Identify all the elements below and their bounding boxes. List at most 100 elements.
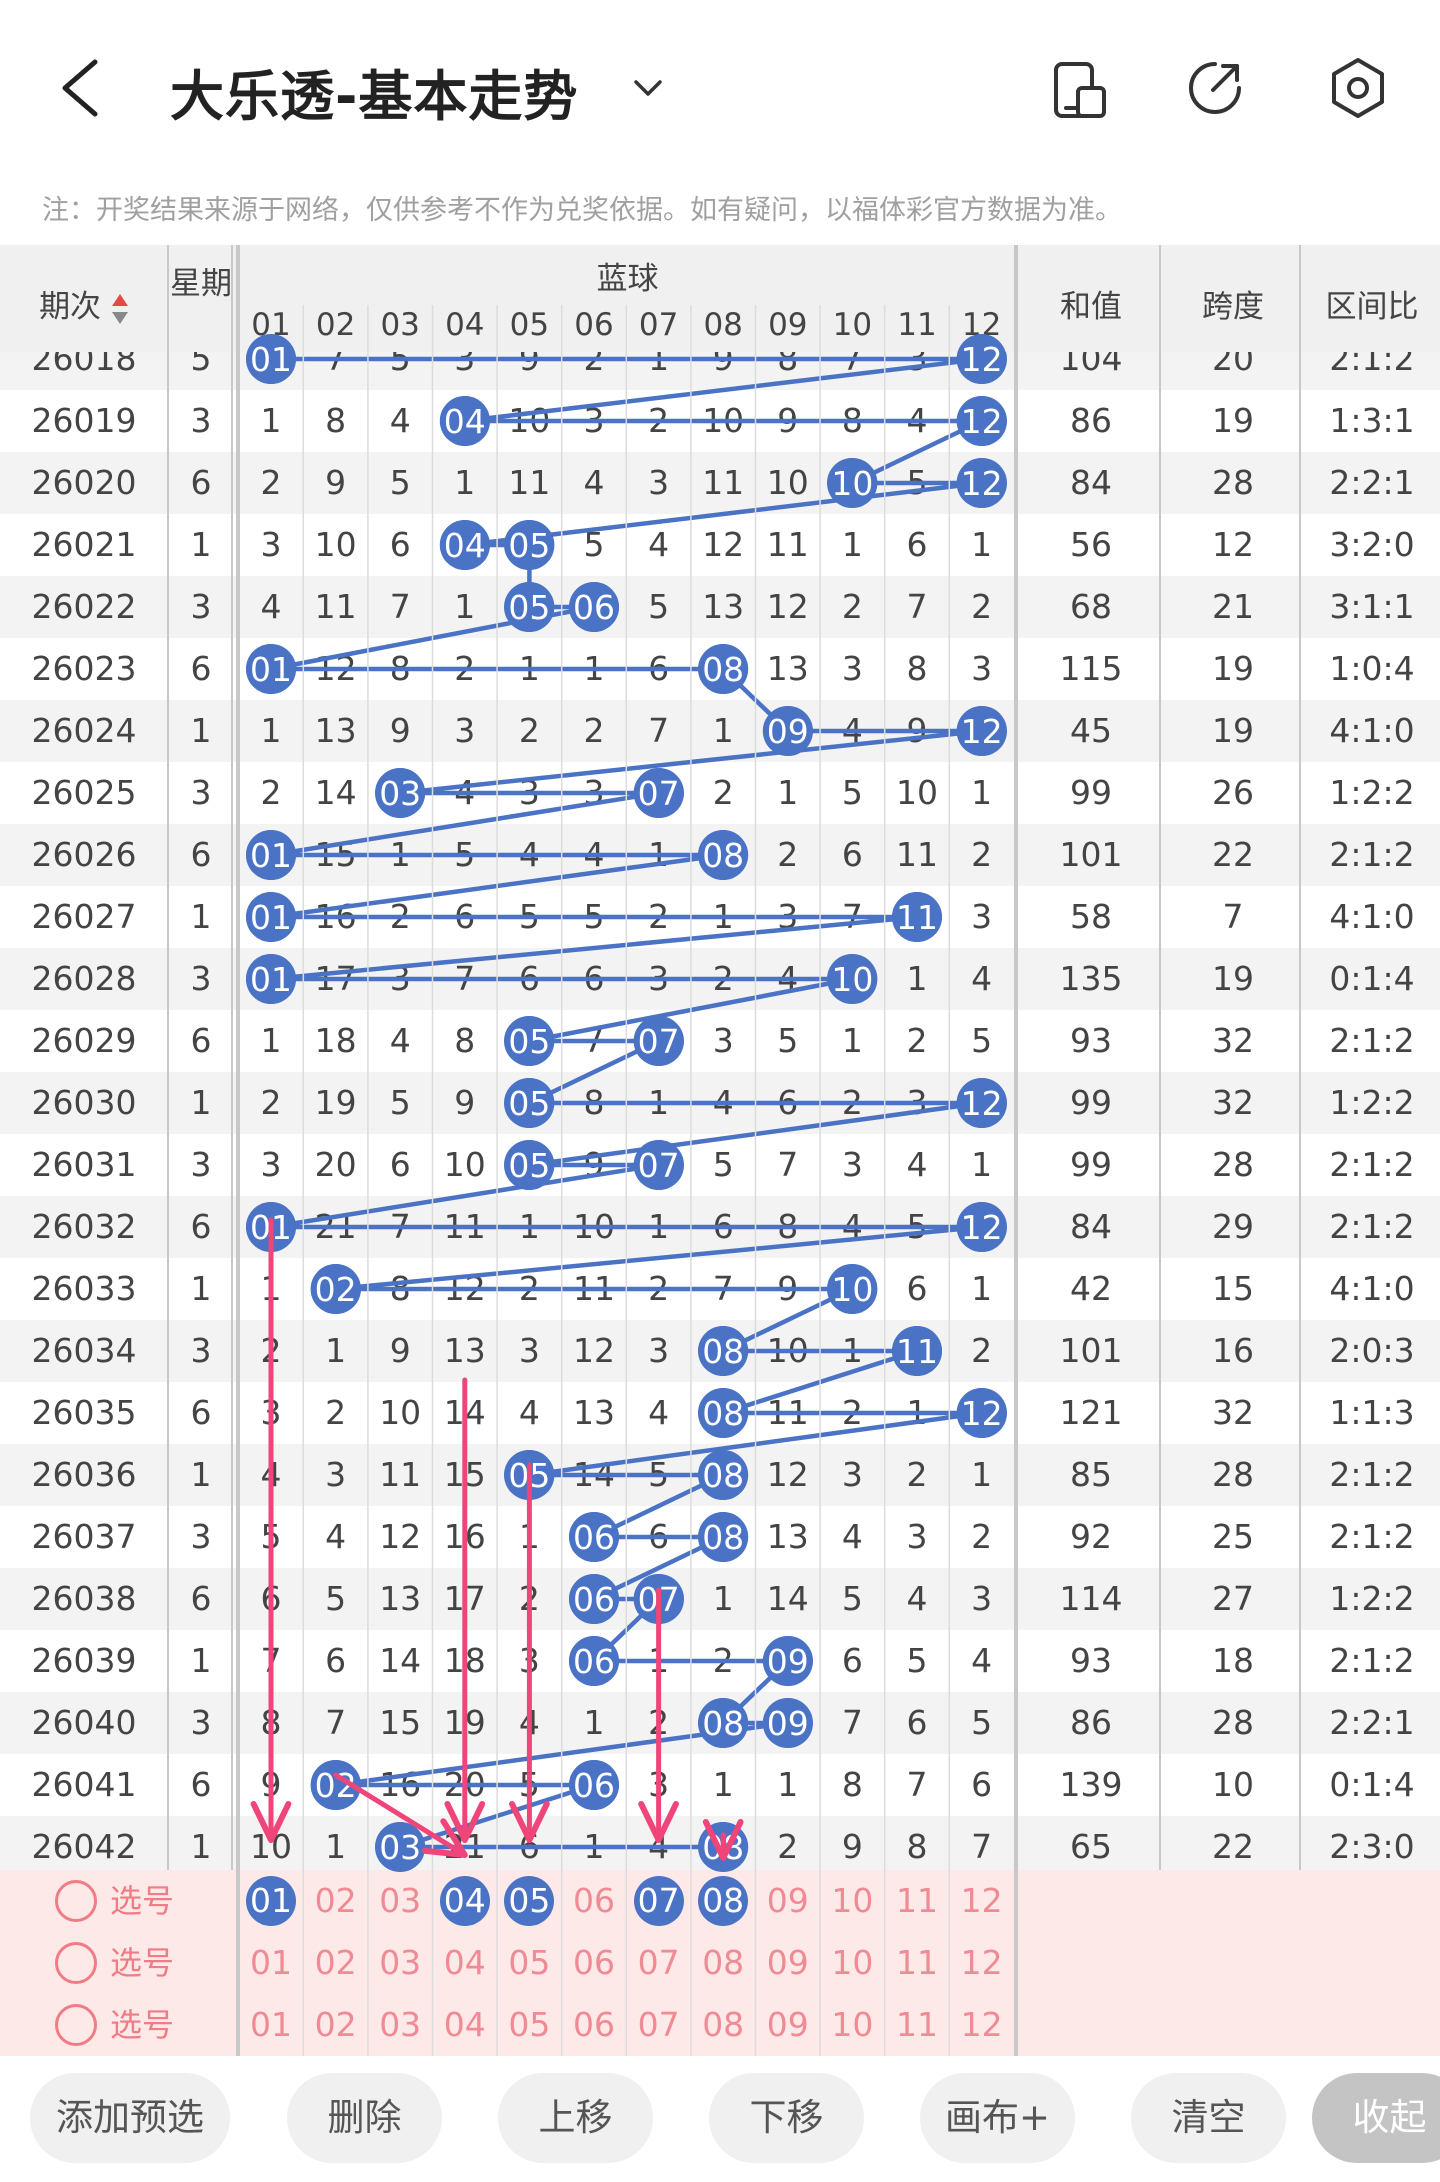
omission-cell: 3 [325, 1455, 347, 1494]
back-arrow-icon[interactable] [55, 58, 105, 118]
sum-cell: 92 [1070, 1517, 1112, 1556]
select-number[interactable]: 06 [562, 1870, 626, 1932]
select-number[interactable]: 07 [627, 1932, 691, 1994]
chevron-down-icon[interactable] [630, 70, 666, 106]
table-row: 26030 1 2 19 5 9 05 8 1 4 6 2 3 12 99 32 1:2:2 [0, 1072, 1440, 1134]
select-number[interactable]: 11 [885, 1870, 949, 1932]
ball-number: 12 [960, 1207, 1003, 1246]
select-number[interactable]: 07 [627, 1994, 691, 2056]
span-cell: 22 [1212, 835, 1254, 874]
select-number[interactable]: 01 [239, 1932, 303, 1994]
select-number[interactable]: 05 [497, 1994, 561, 2056]
issue-column-header[interactable]: 期次 [0, 281, 168, 326]
omission-cell: 1 [648, 1641, 670, 1680]
move-down-button[interactable]: 下移 [709, 2073, 864, 2163]
select-number[interactable]: 04 [433, 1994, 497, 2056]
select-number[interactable]: 09 [756, 1932, 820, 1994]
select-number[interactable]: 05 [497, 1932, 561, 1994]
select-number[interactable]: 03 [368, 1994, 432, 2056]
select-number[interactable]: 11 [885, 1932, 949, 1994]
select-number[interactable]: 01 [239, 1870, 303, 1932]
select-number[interactable]: 12 [950, 1932, 1014, 1994]
omission-cell: 3 [648, 1331, 670, 1370]
blue-ball-cell: 12 [950, 1072, 1014, 1134]
omission-cell: 1 [971, 1269, 993, 1308]
omission-cell: 16 [379, 1765, 422, 1804]
omission-cell: 4 [260, 1455, 282, 1494]
span-cell: 32 [1212, 1083, 1254, 1122]
phone-layout-icon[interactable] [1050, 60, 1110, 120]
select-number[interactable]: 02 [304, 1994, 368, 2056]
blue-ball-cell: 06 [562, 1754, 626, 1816]
clear-button[interactable]: 清空 [1131, 2073, 1286, 2163]
span-cell: 10 [1212, 1765, 1254, 1804]
collapse-button[interactable]: 收起 [1312, 2073, 1440, 2163]
omission-cell: 3 [260, 1145, 282, 1184]
sum-cell: 86 [1070, 401, 1112, 440]
select-radio[interactable] [55, 1880, 97, 1922]
omission-cell: 1 [971, 1455, 993, 1494]
ball-number: 01 [250, 897, 292, 936]
select-number[interactable]: 09 [756, 1994, 820, 2056]
select-number-label: 05 [508, 2005, 551, 2044]
select-number[interactable]: 02 [304, 1870, 368, 1932]
omission-cell: 5 [454, 835, 476, 874]
select-number[interactable]: 05 [497, 1870, 561, 1932]
number-column-header: 04 [445, 307, 485, 343]
select-number[interactable]: 08 [691, 1932, 755, 1994]
ratio-cell: 2:1:2 [1329, 352, 1415, 378]
issue-cell: 26037 [31, 1517, 137, 1556]
omission-cell: 1 [325, 1331, 347, 1370]
select-number[interactable]: 11 [885, 1994, 949, 2056]
table-row: 26023 6 01 12 8 2 1 1 6 08 13 3 8 3 115 19 1:0:4 [0, 638, 1440, 700]
omission-cell: 6 [841, 835, 863, 874]
table-row: 26036 1 4 3 11 15 05 14 5 08 12 3 2 1 85 28 2:1:2 [0, 1444, 1440, 1506]
select-radio[interactable] [55, 1942, 97, 1984]
add-preselect-button[interactable]: 添加预选 [30, 2073, 230, 2163]
canvas-plus-button[interactable]: 画布+ [920, 2073, 1075, 2163]
select-number[interactable]: 04 [433, 1932, 497, 1994]
select-number[interactable]: 10 [820, 1870, 884, 1932]
select-number[interactable]: 01 [239, 1994, 303, 2056]
omission-cell: 6 [906, 1703, 928, 1742]
omission-cell: 3 [906, 1083, 928, 1122]
select-number[interactable]: 12 [950, 1870, 1014, 1932]
select-number[interactable]: 06 [562, 1994, 626, 2056]
select-number[interactable]: 07 [627, 1870, 691, 1932]
omission-cell: 3 [518, 773, 540, 812]
issue-cell: 26023 [31, 649, 137, 688]
omission-cell: 2 [777, 835, 799, 874]
ratio-cell: 1:2:2 [1329, 1579, 1415, 1618]
select-number[interactable]: 03 [368, 1870, 432, 1932]
blue-ball-cell: 10 [820, 452, 884, 514]
settings-icon[interactable] [1326, 56, 1390, 120]
select-number[interactable]: 09 [756, 1870, 820, 1932]
page-title[interactable]: 大乐透-基本走势 [170, 65, 579, 128]
select-number[interactable]: 08 [691, 1994, 755, 2056]
ball-number: 02 [314, 1765, 357, 1804]
delete-button[interactable]: 删除 [287, 2073, 442, 2163]
sum-cell: 99 [1070, 1083, 1112, 1122]
omission-cell: 10 [702, 401, 745, 440]
ball-number: 07 [637, 1021, 680, 1060]
select-number[interactable]: 02 [304, 1932, 368, 1994]
omission-cell: 7 [648, 711, 670, 750]
blue-ball-cell: 04 [433, 514, 497, 576]
ball-number: 12 [960, 401, 1003, 440]
select-number[interactable]: 03 [368, 1932, 432, 1994]
select-number[interactable]: 12 [950, 1994, 1014, 2056]
sum-cell: 101 [1059, 1331, 1123, 1370]
select-number[interactable]: 06 [562, 1932, 626, 1994]
omission-cell: 11 [766, 1393, 809, 1432]
table-row: 26032 6 01 21 7 11 1 10 1 6 8 4 5 12 84 29 2:1:2 [0, 1196, 1440, 1258]
select-number[interactable]: 10 [820, 1994, 884, 2056]
select-number[interactable]: 10 [820, 1932, 884, 1994]
select-number[interactable]: 04 [433, 1870, 497, 1932]
blue-ball-cell: 09 [756, 700, 820, 762]
select-number-label: 01 [250, 1881, 292, 1920]
select-number[interactable]: 08 [691, 1870, 755, 1932]
share-icon[interactable] [1185, 58, 1245, 118]
select-number-label: 05 [508, 1881, 551, 1920]
move-up-button[interactable]: 上移 [498, 2073, 653, 2163]
select-radio[interactable] [55, 2004, 97, 2046]
